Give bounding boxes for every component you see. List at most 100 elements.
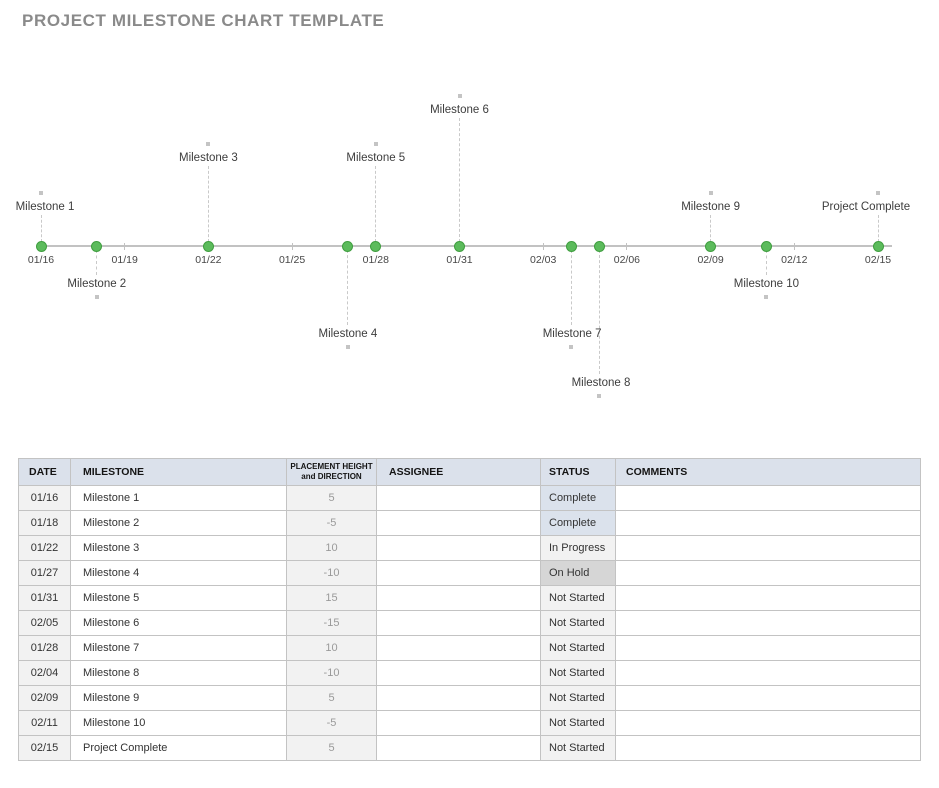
cell-placement[interactable]: 5 [286,735,377,761]
milestone-label: Milestone 1 [15,201,75,213]
milestone-dot[interactable] [91,240,103,252]
axis-tick-label: 01/31 [446,254,473,266]
cell-milestone[interactable]: Milestone 2 [70,510,287,536]
cell-placement[interactable]: 15 [286,585,377,611]
cell-date[interactable]: 02/04 [18,660,71,686]
col-header-assignee: ASSIGNEE [376,458,541,486]
cell-status[interactable]: Not Started [540,685,616,711]
col-header-placement: PLACEMENT HEIGHT and DIRECTION [286,458,377,486]
milestone-dot[interactable] [872,240,884,252]
cell-status[interactable]: Not Started [540,710,616,736]
cell-comments[interactable] [615,660,921,686]
cell-status[interactable]: Complete [540,510,616,536]
page-title: PROJECT MILESTONE CHART TEMPLATE [22,11,385,30]
cell-assignee[interactable] [376,485,541,511]
cell-placement[interactable]: 5 [286,685,377,711]
milestone-end-marker [39,191,43,195]
cell-assignee[interactable] [376,560,541,586]
cell-status[interactable]: On Hold [540,560,616,586]
cell-comments[interactable] [615,685,921,711]
milestone-dot[interactable] [342,240,354,252]
milestone-dot[interactable] [593,240,605,252]
milestone-end-marker [345,345,350,349]
cell-comments[interactable] [615,635,921,661]
cell-placement[interactable]: 10 [286,635,377,661]
cell-status[interactable]: Not Started [540,585,616,611]
milestone-dot[interactable] [760,240,772,252]
cell-milestone[interactable]: Milestone 8 [70,660,287,686]
cell-status[interactable]: Not Started [540,610,616,636]
cell-date[interactable]: 01/16 [18,485,71,511]
milestone-leader-line [765,250,767,275]
cell-date[interactable]: 01/18 [18,510,71,536]
milestone-dot[interactable] [35,240,47,252]
cell-comments[interactable] [615,485,921,511]
cell-milestone[interactable]: Milestone 6 [70,610,287,636]
cell-status[interactable]: In Progress [540,535,616,561]
cell-assignee[interactable] [376,710,541,736]
milestone-label: Milestone 5 [346,152,406,164]
cell-date[interactable]: 01/28 [18,635,71,661]
cell-date[interactable]: 02/15 [18,735,71,761]
cell-comments[interactable] [615,735,921,761]
cell-date[interactable]: 02/09 [18,685,71,711]
cell-placement[interactable]: -10 [286,560,377,586]
cell-assignee[interactable] [376,585,541,611]
cell-assignee[interactable] [376,635,541,661]
milestone-end-marker [206,142,211,146]
cell-comments[interactable] [615,585,921,611]
cell-status[interactable]: Not Started [540,635,616,661]
table-row: 02/05 Milestone 6 -15 Not Started [18,610,921,636]
cell-date[interactable]: 02/11 [18,710,71,736]
cell-date[interactable]: 02/05 [18,610,71,636]
cell-milestone[interactable]: Milestone 3 [70,535,287,561]
cell-comments[interactable] [615,510,921,536]
cell-assignee[interactable] [376,535,541,561]
cell-placement[interactable]: -10 [286,660,377,686]
cell-comments[interactable] [615,710,921,736]
header-row: DATE MILESTONE PLACEMENT HEIGHT and DIRECTI… [18,458,921,486]
cell-status[interactable]: Not Started [540,735,616,761]
cell-assignee[interactable] [376,510,541,536]
cell-placement[interactable]: -5 [286,710,377,736]
cell-date[interactable]: 01/22 [18,535,71,561]
cell-status[interactable]: Complete [540,485,616,511]
table-row: 01/27 Milestone 4 -10 On Hold [18,560,921,586]
table-row: 01/28 Milestone 7 10 Not Started [18,635,921,661]
cell-assignee[interactable] [376,660,541,686]
cell-placement[interactable]: -15 [286,610,377,636]
cell-assignee[interactable] [376,685,541,711]
table-row: 01/31 Milestone 5 15 Not Started [18,585,921,611]
milestone-timeline-chart[interactable]: 01/16 01/19 01/22 01/25 01/28 01/31 02/03 02/06… [0,0,939,440]
cell-placement[interactable]: 5 [286,485,377,511]
cell-assignee[interactable] [376,610,541,636]
cell-comments[interactable] [615,560,921,586]
axis-tick-label: 01/22 [195,254,222,266]
cell-milestone[interactable]: Milestone 10 [70,710,287,736]
axis-tick-label: 02/06 [613,254,641,266]
milestone-dot[interactable] [565,240,577,252]
cell-comments[interactable] [615,610,921,636]
cell-assignee[interactable] [376,735,541,761]
cell-date[interactable]: 01/27 [18,560,71,586]
cell-placement[interactable]: -5 [286,510,377,536]
cell-milestone[interactable]: Milestone 5 [70,585,287,611]
milestone-dot[interactable] [705,240,717,252]
milestone-dot[interactable] [370,240,382,252]
cell-milestone[interactable]: Milestone 7 [70,635,287,661]
milestone-leader-line [710,215,712,242]
milestone-dot[interactable] [454,240,465,252]
cell-placement[interactable]: 10 [286,535,377,561]
milestone-leader-line [96,250,98,275]
cell-date[interactable]: 01/31 [18,585,71,611]
cell-milestone[interactable]: Milestone 9 [70,685,287,711]
table-row: 01/22 Milestone 3 10 In Progress [18,535,921,561]
cell-milestone[interactable]: Milestone 1 [70,485,287,511]
cell-status[interactable]: Not Started [540,660,616,686]
milestone-dot[interactable] [202,240,214,252]
cell-comments[interactable] [615,535,921,561]
cell-milestone[interactable]: Milestone 4 [70,560,287,586]
cell-milestone[interactable]: Project Complete [70,735,287,761]
col-header-status: STATUS [540,458,616,486]
axis-tick-label: 02/03 [530,254,557,266]
